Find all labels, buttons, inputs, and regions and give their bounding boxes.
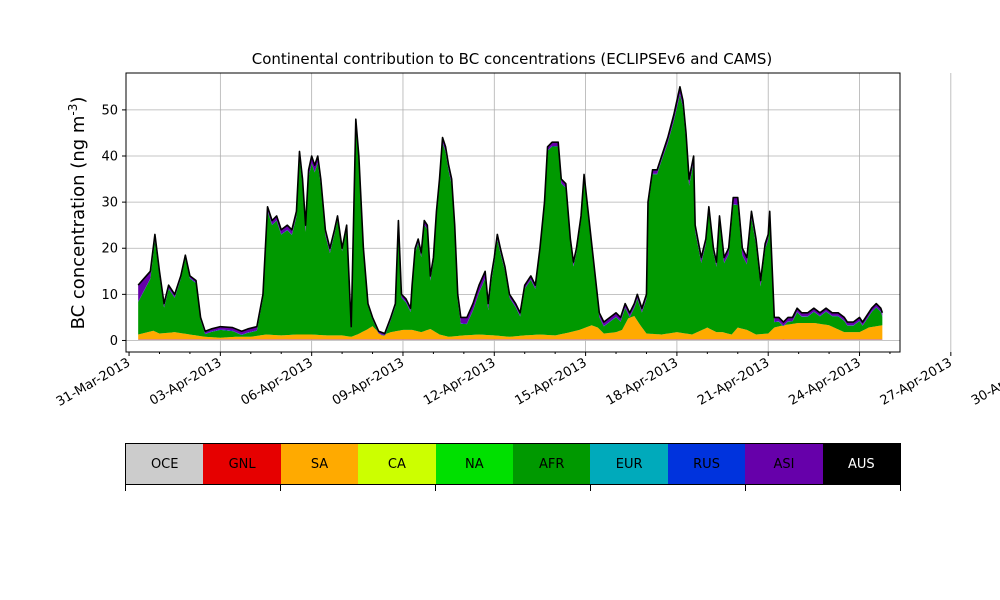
legend-item-ca: CA <box>358 444 436 484</box>
legend-label: NA <box>465 456 484 472</box>
y-tick-label: 50 <box>101 103 118 118</box>
y-tick-label: 0 <box>110 334 118 349</box>
colorbar-tick <box>745 485 746 491</box>
legend-label: SA <box>310 456 329 472</box>
x-tick-label: 09-Apr-2013 <box>330 355 407 408</box>
legend-label: AFR <box>539 456 565 472</box>
legend-item-rus: RUS <box>667 444 746 484</box>
x-tick-label: 12-Apr-2013 <box>421 355 498 408</box>
legend-item-oce: OCE <box>126 444 204 484</box>
y-axis-label: BC concentration (ng m-3) <box>66 97 89 330</box>
x-tick-label: 24-Apr-2013 <box>786 355 863 408</box>
y-tick-label: 40 <box>101 150 118 165</box>
legend-label: EUR <box>615 456 643 472</box>
plot-frame <box>125 72 901 353</box>
y-tick-label: 30 <box>101 196 118 211</box>
region-colorbar-legend: OCE GNL SA CA NA AFR EUR RUS ASI AUS <box>125 443 901 485</box>
x-tick-label: 15-Apr-2013 <box>512 355 589 408</box>
colorbar-tick <box>900 485 901 491</box>
colorbar-ticks <box>125 485 901 493</box>
area-afr <box>138 94 883 338</box>
colorbar-tick <box>280 485 281 491</box>
total-line <box>137 86 884 335</box>
legend-label: GNL <box>228 456 256 472</box>
legend-label: OCE <box>150 456 179 472</box>
legend-label: CA <box>387 456 406 472</box>
chart-title: Continental contribution to BC concentra… <box>252 50 773 68</box>
colorbar-tick <box>125 485 126 491</box>
area-sa <box>138 316 883 340</box>
total-concentration-line <box>137 86 884 335</box>
x-tick-label: 31-Mar-2013 <box>54 355 133 409</box>
x-tick-label: 18-Apr-2013 <box>604 355 681 408</box>
legend-item-gnl: GNL <box>203 444 281 484</box>
legend-item-afr: AFR <box>513 444 591 484</box>
stacked-areas <box>138 86 883 341</box>
legend-item-eur: EUR <box>590 444 668 484</box>
legend-item-asi: ASI <box>745 444 823 484</box>
colorbar-tick <box>435 485 436 491</box>
legend-item-sa: SA <box>280 444 359 484</box>
x-tick-label: 21-Apr-2013 <box>695 355 772 408</box>
legend-item-na: NA <box>435 444 514 484</box>
y-tick-label: 20 <box>101 242 118 257</box>
x-tick-label: 03-Apr-2013 <box>147 355 224 408</box>
y-axis: 0 10 20 30 40 50 <box>101 103 126 349</box>
x-axis: 31-Mar-2013 03-Apr-2013 06-Apr-2013 09-Apr-… <box>54 352 1000 410</box>
x-tick-label: 06-Apr-2013 <box>239 355 316 408</box>
area-oce <box>138 339 883 341</box>
legend-label: ASI <box>773 456 795 472</box>
legend-item-aus: AUS <box>822 444 901 484</box>
x-tick-label: 30-Apr-2013 <box>969 355 1000 408</box>
y-tick-label: 10 <box>101 288 118 303</box>
area-gnl <box>138 339 883 340</box>
legend-label: AUS <box>848 456 875 472</box>
colorbar-tick <box>590 485 591 491</box>
legend-label: RUS <box>693 456 720 472</box>
x-tick-label: 27-Apr-2013 <box>878 355 955 408</box>
